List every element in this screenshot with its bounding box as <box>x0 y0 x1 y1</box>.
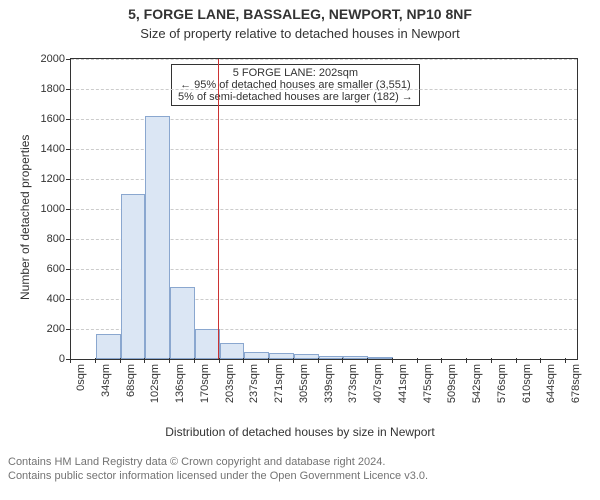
x-tick-label: 542sqm <box>471 364 483 414</box>
x-tick-mark <box>392 358 393 363</box>
y-tick-label: 1400 <box>41 143 71 155</box>
x-tick-label: 644sqm <box>545 364 557 414</box>
x-tick-label: 407sqm <box>372 364 384 414</box>
histogram-bar <box>145 116 170 359</box>
x-tick-label: 305sqm <box>298 364 310 414</box>
y-tick-label: 600 <box>47 263 71 275</box>
y-gridline <box>71 89 577 90</box>
x-axis-area: 0sqm 34sqm 68sqm 102sqm 136sqm 170sqm 203sqm 23… <box>70 358 576 428</box>
histogram-bar <box>96 334 121 360</box>
chart-title: 5, FORGE LANE, BASSALEG, NEWPORT, NP10 8… <box>0 6 600 22</box>
y-tick-label: 800 <box>47 233 71 245</box>
y-axis-label: Number of detached properties <box>18 135 32 300</box>
x-tick-label: 441sqm <box>397 364 409 414</box>
x-tick-label: 271sqm <box>273 364 285 414</box>
x-tick-label: 68sqm <box>125 364 137 414</box>
x-tick-mark <box>318 358 319 363</box>
x-tick-mark <box>219 358 220 363</box>
x-tick-mark <box>243 358 244 363</box>
footer-line-2: Contains public sector information licen… <box>8 470 428 484</box>
plot-area: 5 FORGE LANE: 202sqm← 95% of detached ho… <box>70 58 578 360</box>
x-tick-label: 509sqm <box>446 364 458 414</box>
x-tick-label: 339sqm <box>323 364 335 414</box>
x-tick-label: 0sqm <box>75 364 87 414</box>
x-tick-label: 203sqm <box>224 364 236 414</box>
x-tick-label: 34sqm <box>100 364 112 414</box>
y-gridline <box>71 59 577 60</box>
annotation-line: 5 FORGE LANE: 202sqm <box>178 67 413 79</box>
y-tick-label: 200 <box>47 323 71 335</box>
x-tick-mark <box>441 358 442 363</box>
x-tick-label: 170sqm <box>199 364 211 414</box>
x-tick-label: 102sqm <box>149 364 161 414</box>
y-tick-label: 1200 <box>41 173 71 185</box>
x-tick-label: 373sqm <box>347 364 359 414</box>
chart-subtitle: Size of property relative to detached ho… <box>0 26 600 41</box>
x-tick-label: 678sqm <box>570 364 582 414</box>
chart-container: 5, FORGE LANE, BASSALEG, NEWPORT, NP10 8… <box>0 0 600 500</box>
x-tick-label: 475sqm <box>422 364 434 414</box>
histogram-bar <box>121 194 146 359</box>
x-tick-mark <box>95 358 96 363</box>
x-tick-mark <box>70 358 71 363</box>
x-tick-label: 136sqm <box>174 364 186 414</box>
x-tick-label: 237sqm <box>248 364 260 414</box>
x-tick-label: 576sqm <box>496 364 508 414</box>
x-axis-label: Distribution of detached houses by size … <box>0 425 600 439</box>
reference-line <box>218 59 219 359</box>
x-tick-mark <box>293 358 294 363</box>
y-tick-label: 1600 <box>41 113 71 125</box>
x-tick-mark <box>417 358 418 363</box>
histogram-bar <box>195 329 220 359</box>
footer-line-1: Contains HM Land Registry data © Crown c… <box>8 456 428 470</box>
x-tick-mark <box>540 358 541 363</box>
footer-attribution: Contains HM Land Registry data © Crown c… <box>8 456 428 484</box>
annotation-line: 5% of semi-detached houses are larger (1… <box>178 91 413 103</box>
y-tick-label: 1000 <box>41 203 71 215</box>
histogram-bar <box>220 343 245 359</box>
annotation-box: 5 FORGE LANE: 202sqm← 95% of detached ho… <box>171 64 420 106</box>
x-tick-mark <box>342 358 343 363</box>
y-tick-label: 400 <box>47 293 71 305</box>
x-tick-mark <box>120 358 121 363</box>
x-tick-mark <box>565 358 566 363</box>
x-tick-label: 610sqm <box>521 364 533 414</box>
x-tick-mark <box>194 358 195 363</box>
histogram-bar <box>170 287 195 359</box>
x-tick-mark <box>516 358 517 363</box>
x-tick-mark <box>491 358 492 363</box>
x-tick-mark <box>144 358 145 363</box>
x-tick-mark <box>169 358 170 363</box>
x-tick-mark <box>367 358 368 363</box>
x-tick-mark <box>268 358 269 363</box>
y-tick-label: 1800 <box>41 83 71 95</box>
x-tick-mark <box>466 358 467 363</box>
y-tick-label: 2000 <box>41 53 71 65</box>
